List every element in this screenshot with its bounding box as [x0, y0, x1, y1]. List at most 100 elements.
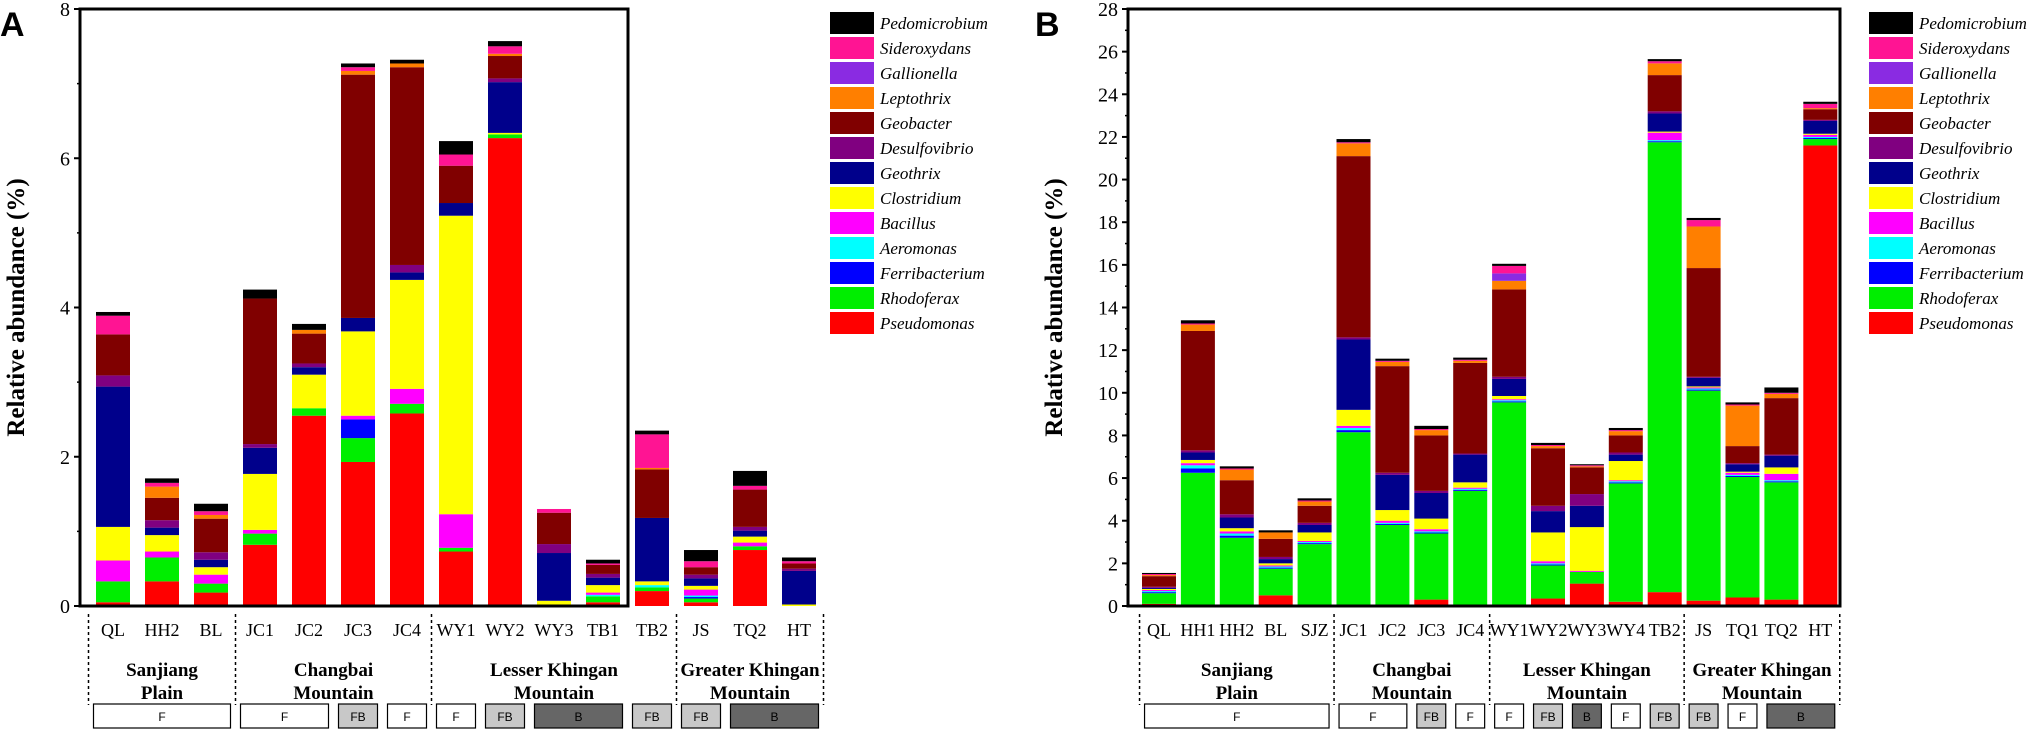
legend-swatch-leptothrix: [830, 87, 874, 109]
bar-segment-aeromonas-tb1: [586, 594, 620, 597]
region-label: Mountain: [293, 683, 374, 704]
legend-label: Sideroxydans: [1919, 39, 2010, 58]
bar-segment-rhodoferax-jc3: [1414, 533, 1449, 600]
bar-segment-desulfovibrio-wy1: [1492, 376, 1527, 379]
bar-segment-aeromonas-wy4: [1608, 481, 1643, 483]
bar-segment-rhodoferax-js: [684, 598, 718, 603]
y-tick-label: 8: [1108, 425, 1118, 447]
legend-swatch-ferribacterium: [830, 262, 874, 284]
bar-segment-bacillus-tb2: [1647, 132, 1682, 141]
bar-segment-pedomicrobium-wy2: [488, 41, 522, 47]
bar-segment-geobacter-wy2: [1531, 448, 1565, 506]
legend-swatch-gallionella: [830, 62, 874, 84]
bar-segment-rhodoferax-tb1: [586, 596, 620, 603]
panel-a: A Relative abundance (%) 0 2 4 6 8 QL HH2 BL JC1 JC…: [0, 0, 988, 729]
bar-segment-desulfovibrio-hh2: [1219, 514, 1254, 518]
bar-segment-bacillus-js: [684, 589, 718, 596]
bar-segment-geobacter-ql: [96, 334, 130, 376]
bar-segment-aeromonas-bl: [1258, 566, 1293, 568]
bar-segment-leptothrix-jc3: [341, 70, 375, 75]
x-tick-label: WY4: [1606, 620, 1645, 640]
bar-segment-sideroxydans-tb2: [635, 434, 669, 468]
bar-segment-leptothrix-ht: [1803, 108, 1838, 110]
bar-segment-geobacter-jc1: [1336, 156, 1371, 338]
legend-label: Leptothrix: [879, 89, 951, 108]
legend-swatch-aeromonas: [830, 237, 874, 259]
bar-segment-clostridium-wy3: [1569, 527, 1604, 571]
bar-segment-geobacter-tq1: [1725, 446, 1760, 464]
bar-segment-aeromonas-tq2: [1764, 480, 1799, 482]
legend-swatch-bacillus: [830, 212, 874, 234]
bar-segment-pseudomonas-wy2: [1531, 598, 1565, 606]
legend-label: Geothrix: [1919, 164, 1980, 183]
y-tick-label: 0: [60, 596, 70, 618]
bar-segment-clostridium-ql: [96, 526, 130, 561]
bar-segment-sideroxydans-wy2: [488, 46, 522, 54]
legend-label: Pedomicrobium: [879, 14, 988, 33]
condition-label: FB: [1657, 710, 1672, 724]
bar-segment-geobacter-sjz: [1297, 505, 1332, 523]
bar-segment-leptothrix-js: [1686, 226, 1721, 269]
bar-segment-rhodoferax-jc1: [243, 533, 277, 545]
legend-swatch-pseudomonas: [1869, 312, 1913, 334]
bar-segment-ferribacterium-wy1: [1492, 401, 1527, 403]
condition-box: [1494, 703, 1525, 729]
bar-segment-bacillus-jc3: [341, 415, 375, 420]
region-label: Mountain: [1372, 683, 1453, 704]
bar-segment-rhodoferax-hh2: [145, 557, 179, 582]
bar-segment-clostridium-jc3: [1414, 518, 1449, 530]
bar-segment-geobacter-js: [1686, 268, 1721, 377]
condition-label: F: [452, 710, 459, 724]
bar-segment-leptothrix-wy3: [1569, 466, 1604, 468]
bar-segment-aeromonas-jc4: [1453, 488, 1488, 490]
condition-label: F: [1233, 710, 1240, 724]
bar-segment-aeromonas-jc3: [1414, 531, 1449, 533]
legend-swatch-pseudomonas: [830, 312, 874, 334]
bar-segment-pseudomonas-ql: [96, 602, 130, 606]
bar-segment-geobacter-jc3: [1414, 435, 1449, 491]
bar-segment-geobacter-wy1: [1492, 289, 1527, 377]
bar-segment-pseudomonas-wy1: [439, 551, 473, 606]
condition-label: B: [574, 710, 582, 724]
bar-segment-geobacter-hh1: [1180, 330, 1215, 451]
bar-segment-rhodoferax-hh1: [1180, 472, 1215, 605]
bar-segment-geobacter-jc4: [390, 67, 424, 265]
bar-segment-desulfovibrio-jc2: [292, 363, 326, 368]
y-tick-label: 6: [60, 148, 70, 170]
bar-segment-pedomicrobium-jc1: [1336, 139, 1371, 143]
bar-segment-geobacter-hh2: [1219, 480, 1254, 515]
legend-swatch-clostridium: [1869, 187, 1913, 209]
bar-segment-bacillus-ht: [1803, 134, 1838, 137]
bar-segment-aeromonas-jc2: [1375, 522, 1410, 524]
bar-segment-rhodoferax-hh2: [1219, 537, 1254, 605]
condition-label: B: [1583, 710, 1591, 724]
bar-segment-pedomicrobium-tb2: [1647, 59, 1682, 62]
bar-segment-geothrix-tb2: [635, 517, 669, 582]
bar-segment-leptothrix-bl: [194, 514, 228, 519]
bar-segment-leptothrix-hh1: [1180, 324, 1215, 331]
bar-segment-desulfovibrio-hh1: [1180, 450, 1215, 453]
bar-segment-clostridium-js: [1686, 386, 1721, 388]
bar-segment-sideroxydans-wy2: [1531, 445, 1565, 447]
bar-segment-ferribacterium-jc2: [1375, 523, 1410, 525]
bar-segment-bacillus-hh2: [145, 551, 179, 558]
bar-segment-geothrix-tq1: [1725, 464, 1760, 472]
bar-segment-geobacter-bl: [194, 518, 228, 553]
bar-segment-desulfovibrio-tb2: [1647, 111, 1682, 114]
x-tick-label: TB2: [1649, 620, 1681, 640]
region-label: Sanjiang: [126, 660, 198, 681]
bar-segment-desulfovibrio-js: [1686, 376, 1721, 378]
region-label: Changbai: [294, 660, 373, 681]
condition-label: F: [158, 710, 165, 724]
condition-box: [1416, 703, 1447, 729]
y-tick-label: 14: [1098, 298, 1118, 320]
bar-segment-sideroxydans-jc2: [1375, 360, 1410, 362]
bar-segment-rhodoferax-ql: [1142, 593, 1176, 604]
bar-segment-pedomicrobium-wy3: [1569, 464, 1604, 466]
bar-segment-geothrix-hh2: [1219, 517, 1254, 529]
x-tick-label: JC3: [344, 620, 372, 640]
bar-segment-ferribacterium-jc4: [1453, 489, 1488, 491]
bar-segment-aeromonas-tb2: [635, 585, 669, 588]
legend-label: Aeromonas: [879, 239, 957, 258]
bar-segment-rhodoferax-ql: [96, 581, 130, 603]
